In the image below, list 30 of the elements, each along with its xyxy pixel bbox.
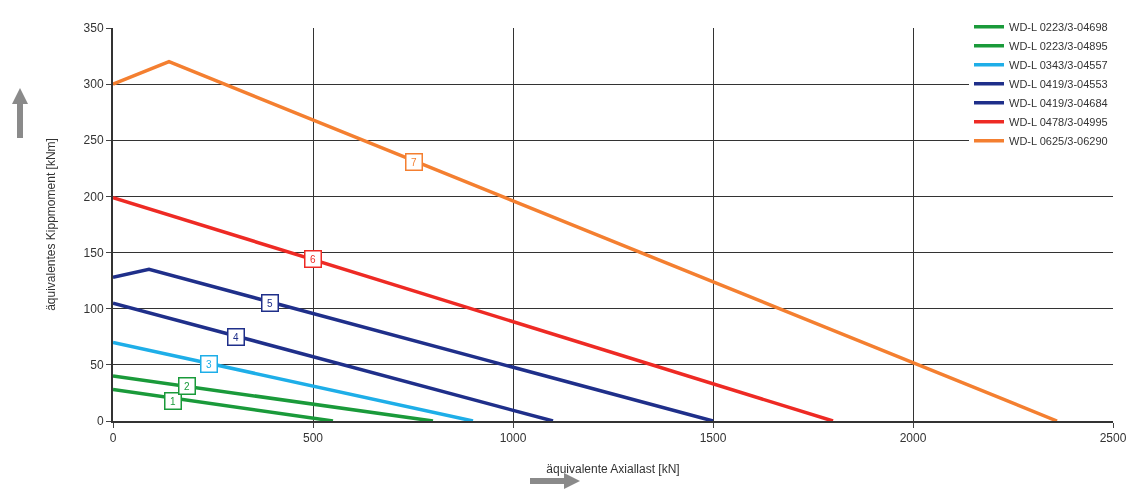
- annotation: 4: [233, 331, 239, 343]
- annotation: 5: [267, 297, 273, 309]
- annotation: 7: [411, 156, 417, 168]
- y-tick-label: 200: [83, 189, 104, 204]
- x-tick-label: 500: [302, 431, 324, 446]
- y-tick-label: 150: [83, 245, 104, 260]
- legend-label: WD-L 0478/3-04995: [1009, 116, 1108, 129]
- y-tick-label: 0: [96, 414, 104, 429]
- y-tick-label: 300: [83, 77, 104, 92]
- x-tick-label: 2000: [899, 431, 927, 446]
- x-tick-label: 1500: [699, 431, 727, 446]
- x-tick-label: 0: [109, 431, 117, 446]
- annotation: 6: [310, 253, 316, 265]
- legend-label: WD-L 0223/3-04895: [1009, 40, 1108, 53]
- x-tick-label: 2500: [1099, 431, 1127, 446]
- legend-label: WD-L 0625/3-06290: [1009, 135, 1108, 148]
- legend-label: WD-L 0419/3-04684: [1009, 97, 1108, 110]
- y-tick-label: 350: [83, 21, 104, 36]
- y-tick-label: 100: [83, 301, 104, 316]
- y-tick-label: 250: [83, 133, 104, 148]
- x-axis-title: äquivalente Axiallast [kN]: [546, 461, 680, 476]
- legend-label: WD-L 0343/3-04557: [1009, 59, 1108, 72]
- legend-label: WD-L 0223/3-04698: [1009, 21, 1108, 34]
- y-axis-title: äquivalentes Kippmoment [kNm]: [44, 138, 59, 311]
- legend-label: WD-L 0419/3-04553: [1009, 78, 1108, 91]
- y-tick-label: 50: [90, 358, 104, 373]
- annotation: 3: [206, 358, 212, 370]
- x-tick-label: 1000: [499, 431, 527, 446]
- annotation: 2: [184, 380, 190, 392]
- annotation: 1: [170, 395, 176, 407]
